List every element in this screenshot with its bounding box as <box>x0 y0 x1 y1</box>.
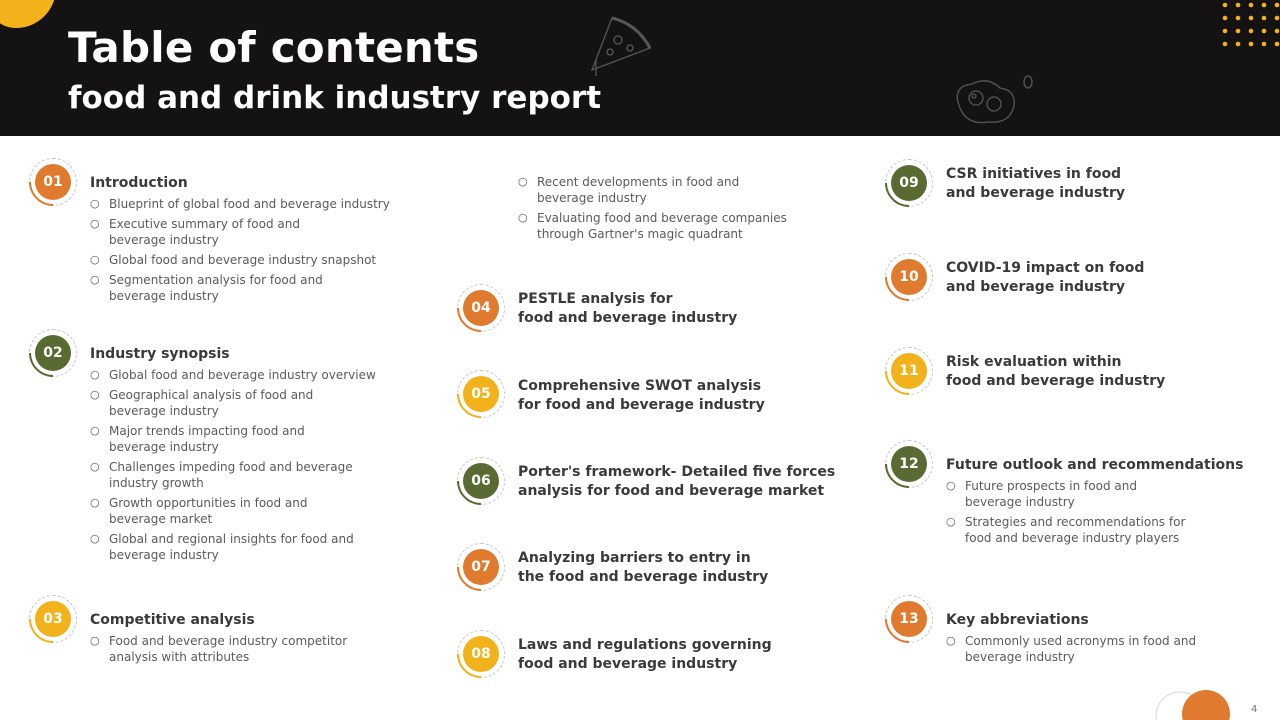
number-ring <box>29 158 77 206</box>
number-ring <box>885 440 933 488</box>
list-item[interactable]: Segmentation analysis for food and bever… <box>90 272 323 304</box>
section-title-industry-synopsis[interactable]: Industry synopsis <box>90 346 230 362</box>
section-title-key-abbreviations[interactable]: Key abbreviations <box>946 612 1089 628</box>
list-item[interactable]: Future prospects in food and beverage in… <box>946 478 1137 510</box>
section-number-badge: 05 <box>463 376 499 412</box>
list-item[interactable]: Global food and beverage industry overvi… <box>90 367 376 383</box>
page-title: Table of contents <box>68 23 480 72</box>
section-number-badge: 03 <box>35 601 71 637</box>
number-ring <box>29 329 77 377</box>
list-item[interactable]: Strategies and recommendations for food … <box>946 514 1185 546</box>
section-title-introduction[interactable]: Introduction <box>90 175 188 191</box>
number-ring <box>457 370 505 418</box>
number-ring <box>29 595 77 643</box>
number-ring <box>885 347 933 395</box>
fried-egg-icon <box>956 75 1033 124</box>
section-title-laws[interactable]: Laws and regulations governing food and … <box>518 637 772 672</box>
number-ring <box>457 630 505 678</box>
section-title-covid[interactable]: COVID-19 impact on food and beverage ind… <box>946 260 1145 295</box>
number-ring <box>457 543 505 591</box>
number-ring <box>885 253 933 301</box>
list-item[interactable]: Executive summary of food and beverage i… <box>90 216 300 248</box>
number-ring <box>457 457 505 505</box>
list-item[interactable]: Growth opportunities in food and beverag… <box>90 495 308 527</box>
pizza-slice-icon <box>590 16 652 76</box>
list-item[interactable]: Major trends impacting food and beverage… <box>90 423 305 455</box>
section-title-future-outlook[interactable]: Future outlook and recommendations <box>946 457 1244 473</box>
section-number-badge: 07 <box>463 549 499 585</box>
section-number-badge: 10 <box>891 259 927 295</box>
header-banner <box>0 0 1280 136</box>
section-title-pestle[interactable]: PESTLE analysis for food and beverage in… <box>518 291 738 326</box>
section-number-badge: 12 <box>891 446 927 482</box>
list-item[interactable]: Challenges impeding food and beverage in… <box>90 459 353 491</box>
number-ring <box>885 595 933 643</box>
section-number-badge: 02 <box>35 335 71 371</box>
list-item[interactable]: Blueprint of global food and beverage in… <box>90 196 390 212</box>
section-title-risk[interactable]: Risk evaluation within food and beverage… <box>946 354 1166 389</box>
section-number-badge: 06 <box>463 463 499 499</box>
page-subtitle: food and drink industry report <box>68 80 602 116</box>
section-title-barriers[interactable]: Analyzing barriers to entry in the food … <box>518 550 769 585</box>
section-number-badge: 01 <box>35 164 71 200</box>
section-number-badge: 11 <box>891 353 927 389</box>
number-ring <box>457 284 505 332</box>
dot-grid-decoration <box>1222 2 1280 47</box>
list-item[interactable]: Evaluating food and beverage companies t… <box>518 210 787 242</box>
circles-decoration <box>1155 690 1230 720</box>
section-number-badge: 08 <box>463 636 499 672</box>
list-item[interactable]: Food and beverage industry competitor an… <box>90 633 347 665</box>
list-item[interactable]: Global and regional insights for food an… <box>90 531 354 563</box>
list-item[interactable]: Recent developments in food and beverage… <box>518 174 739 206</box>
list-item[interactable]: Geographical analysis of food and bevera… <box>90 387 313 419</box>
section-number-badge: 04 <box>463 290 499 326</box>
number-ring <box>885 159 933 207</box>
page-number: 4 <box>1251 704 1258 715</box>
section-title-competitive-analysis[interactable]: Competitive analysis <box>90 612 255 628</box>
section-title-csr[interactable]: CSR initiatives in food and beverage ind… <box>946 166 1125 201</box>
section-number-badge: 09 <box>891 165 927 201</box>
section-title-porter[interactable]: Porter's framework- Detailed five forces… <box>518 464 836 499</box>
section-title-swot[interactable]: Comprehensive SWOT analysis for food and… <box>518 378 765 413</box>
section-number-badge: 13 <box>891 601 927 637</box>
list-item[interactable]: Global food and beverage industry snapsh… <box>90 252 376 268</box>
list-item[interactable]: Commonly used acronyms in food and bever… <box>946 633 1196 665</box>
